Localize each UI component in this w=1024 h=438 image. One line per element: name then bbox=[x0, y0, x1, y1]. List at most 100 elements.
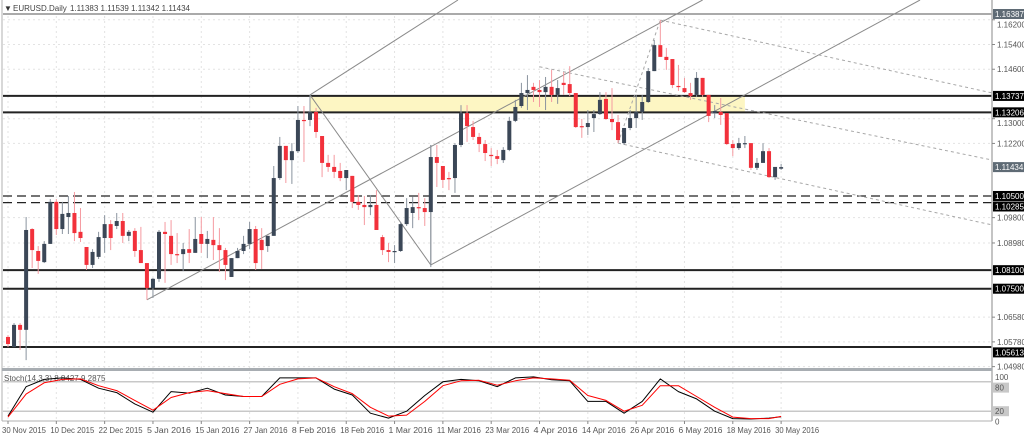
candle-body bbox=[362, 204, 367, 208]
bear-candle bbox=[386, 242, 391, 263]
bull-candle bbox=[344, 170, 349, 191]
candle-body bbox=[175, 254, 180, 256]
candle-body bbox=[301, 119, 306, 122]
candle-body bbox=[205, 238, 210, 244]
candle-body bbox=[217, 245, 222, 251]
bull-candle bbox=[597, 92, 602, 115]
candle-body bbox=[446, 178, 451, 180]
candle-body bbox=[72, 212, 77, 234]
candle-body bbox=[549, 86, 554, 95]
bear-candle bbox=[603, 92, 608, 120]
price-tick-label: 1.08980 bbox=[997, 239, 1024, 248]
bear-candle bbox=[362, 195, 367, 226]
bull-candle bbox=[90, 249, 95, 269]
bull-candle bbox=[193, 217, 198, 253]
candle-body bbox=[495, 156, 500, 159]
candle-body bbox=[658, 45, 663, 57]
candle-body bbox=[567, 84, 572, 94]
candle-body bbox=[157, 231, 161, 279]
price-tick-label: 1.13000 bbox=[997, 119, 1024, 128]
candle-body bbox=[573, 93, 578, 128]
candle-body bbox=[640, 102, 645, 112]
candle-body bbox=[18, 324, 23, 330]
bear-candle bbox=[18, 323, 23, 350]
time-tick-label: 11 Mar 2016 bbox=[437, 426, 482, 435]
bear-candle bbox=[259, 228, 264, 269]
candle-body bbox=[241, 243, 246, 252]
bear-candle bbox=[748, 143, 753, 171]
bear-candle bbox=[676, 64, 681, 91]
price-tick-label: 1.14600 bbox=[997, 65, 1024, 74]
bear-candle bbox=[730, 140, 735, 157]
time-tick-label: 26 Apr 2016 bbox=[630, 426, 675, 435]
candle-body bbox=[271, 178, 276, 236]
time-tick-label: 4 Apr 2016 bbox=[534, 426, 579, 435]
candle-body bbox=[531, 86, 536, 90]
bull-candle bbox=[779, 163, 784, 170]
candle-body bbox=[108, 224, 113, 239]
candle-body bbox=[718, 111, 723, 115]
candle-body bbox=[295, 119, 300, 152]
bull-candle bbox=[410, 196, 415, 229]
candle-body bbox=[169, 235, 174, 255]
bear-candle bbox=[537, 80, 542, 107]
candle-body bbox=[561, 82, 566, 86]
price-level-label: 1.08100 bbox=[995, 266, 1024, 275]
candle-body bbox=[114, 221, 119, 226]
bear-candle bbox=[422, 198, 427, 226]
bear-candle bbox=[446, 171, 451, 191]
bull-candle bbox=[247, 221, 252, 250]
candle-body bbox=[66, 212, 71, 218]
bull-candle bbox=[398, 221, 403, 252]
triangle-down-icon[interactable]: ▼ bbox=[4, 4, 12, 13]
candle-body bbox=[410, 207, 415, 213]
price-level-label-bg bbox=[993, 190, 1024, 201]
price-level-label: 1.10285 bbox=[995, 202, 1024, 211]
price-tick-label: 1.05780 bbox=[997, 338, 1024, 347]
bear-candle bbox=[84, 246, 89, 270]
candle-body bbox=[344, 170, 349, 179]
candle-body bbox=[380, 237, 385, 251]
bull-candle bbox=[646, 68, 651, 103]
candle-body bbox=[597, 99, 602, 115]
bear-candle bbox=[320, 136, 325, 178]
price-level-label-bg bbox=[993, 107, 1024, 118]
candle-body bbox=[712, 110, 717, 114]
pitchfork-line-dotted bbox=[617, 142, 993, 226]
candle-body bbox=[742, 143, 747, 145]
bear-candle bbox=[477, 132, 482, 153]
bull-candle bbox=[452, 143, 457, 193]
price-tick-label: 1.12200 bbox=[997, 139, 1024, 148]
bull-candle bbox=[12, 323, 17, 348]
trendline bbox=[309, 0, 459, 96]
candle-body bbox=[616, 122, 621, 141]
bear-candle bbox=[767, 148, 772, 179]
bull-candle bbox=[736, 137, 741, 150]
bull-candle bbox=[761, 143, 765, 163]
bear-candle bbox=[326, 154, 331, 172]
candle-body bbox=[754, 162, 759, 168]
bear-candle bbox=[465, 105, 470, 142]
candle-body bbox=[181, 249, 186, 255]
bull-candle bbox=[652, 39, 657, 72]
time-tick-label: 27 Jan 2016 bbox=[244, 426, 289, 435]
candle-body bbox=[320, 136, 325, 163]
bear-candle bbox=[561, 72, 566, 95]
candle-body bbox=[229, 258, 234, 277]
price-tick-label: 1.09800 bbox=[997, 214, 1024, 223]
bull-candle bbox=[235, 247, 240, 259]
bull-candle bbox=[241, 235, 246, 255]
candle-body bbox=[724, 113, 729, 145]
candle-body bbox=[434, 157, 439, 163]
time-tick-label: 30 May 2016 bbox=[775, 426, 820, 435]
panel-separator bbox=[2, 368, 992, 371]
candle-body bbox=[338, 170, 343, 179]
price-level-label-bg bbox=[993, 265, 1024, 276]
price-level-label-bg bbox=[993, 283, 1024, 294]
bear-candle bbox=[724, 113, 729, 145]
candle-body bbox=[700, 77, 705, 95]
time-tick-label: 30 Nov 2015 bbox=[2, 426, 47, 435]
candle-body bbox=[48, 201, 53, 244]
bull-candle bbox=[501, 147, 506, 163]
